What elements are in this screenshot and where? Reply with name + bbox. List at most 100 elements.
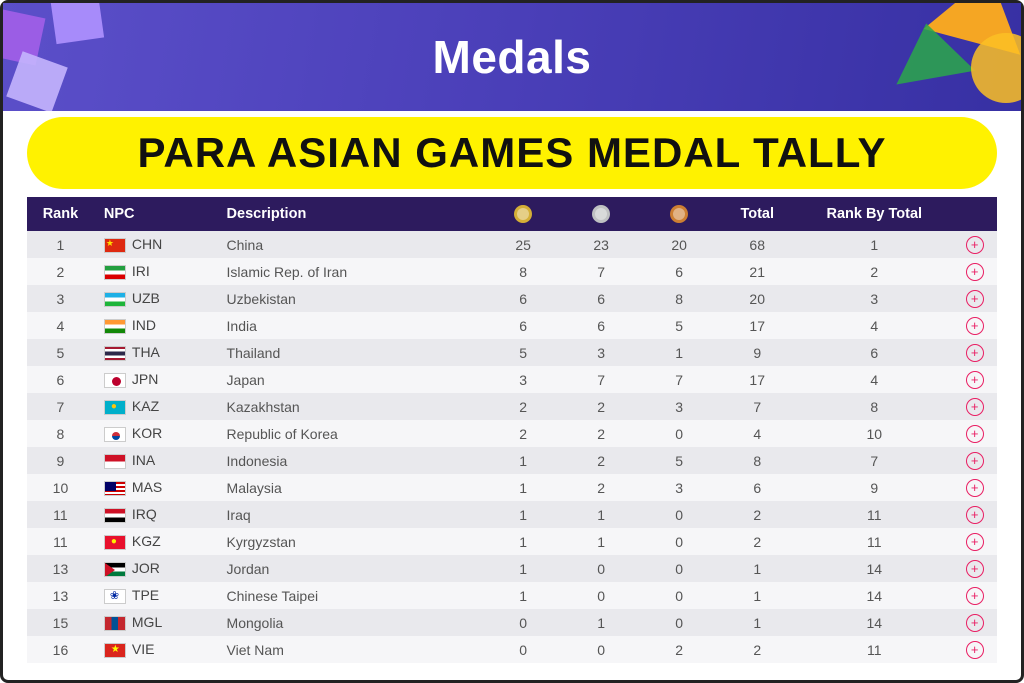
table-row: 16VIEViet Nam002211+	[27, 636, 997, 663]
cell-expand: +	[952, 582, 997, 609]
expand-row-button[interactable]: +	[966, 425, 984, 443]
cell-bronze: 0	[640, 582, 718, 609]
expand-row-button[interactable]: +	[966, 371, 984, 389]
expand-row-button[interactable]: +	[966, 614, 984, 632]
cell-gold: 8	[484, 258, 562, 285]
cell-description: Japan	[217, 366, 485, 393]
table-row: 11IRQIraq110211+	[27, 501, 997, 528]
cell-bronze: 0	[640, 420, 718, 447]
expand-row-button[interactable]: +	[966, 506, 984, 524]
col-bronze[interactable]	[640, 197, 718, 231]
table-row: 9INAIndonesia12587+	[27, 447, 997, 474]
expand-row-button[interactable]: +	[966, 533, 984, 551]
cell-total: 2	[718, 501, 796, 528]
npc-code: JOR	[132, 560, 160, 576]
npc-code: UZB	[132, 290, 160, 306]
cell-expand: +	[952, 636, 997, 663]
cell-gold: 2	[484, 393, 562, 420]
cell-gold: 0	[484, 609, 562, 636]
cell-rank-by-total: 14	[796, 609, 952, 636]
col-description[interactable]: Description	[217, 197, 485, 231]
cell-bronze: 0	[640, 501, 718, 528]
cell-bronze: 5	[640, 312, 718, 339]
table-row: 2IRIIslamic Rep. of Iran876212+	[27, 258, 997, 285]
cell-gold: 6	[484, 285, 562, 312]
expand-row-button[interactable]: +	[966, 398, 984, 416]
cell-gold: 2	[484, 420, 562, 447]
npc-code: MAS	[132, 479, 162, 495]
flag-icon	[104, 481, 126, 496]
col-total[interactable]: Total	[718, 197, 796, 231]
cell-expand: +	[952, 231, 997, 258]
cell-npc: THA	[94, 339, 217, 366]
cell-rank: 2	[27, 258, 94, 285]
cell-bronze: 6	[640, 258, 718, 285]
flag-icon	[104, 427, 126, 442]
cell-rank: 9	[27, 447, 94, 474]
cell-rank: 15	[27, 609, 94, 636]
expand-row-button[interactable]: +	[966, 560, 984, 578]
cell-npc: INA	[94, 447, 217, 474]
col-gold[interactable]	[484, 197, 562, 231]
cell-total: 20	[718, 285, 796, 312]
cell-rank: 8	[27, 420, 94, 447]
npc-code: IRI	[132, 263, 150, 279]
npc-code: JPN	[132, 371, 158, 387]
cell-npc: KOR	[94, 420, 217, 447]
col-rank-by-total[interactable]: Rank By Total	[796, 197, 952, 231]
cell-rank: 10	[27, 474, 94, 501]
cell-bronze: 0	[640, 528, 718, 555]
cell-expand: +	[952, 285, 997, 312]
cell-gold: 1	[484, 447, 562, 474]
expand-row-button[interactable]: +	[966, 263, 984, 281]
cell-description: Mongolia	[217, 609, 485, 636]
cell-bronze: 7	[640, 366, 718, 393]
cell-rank: 11	[27, 528, 94, 555]
npc-code: CHN	[132, 236, 162, 252]
expand-row-button[interactable]: +	[966, 452, 984, 470]
cell-rank-by-total: 11	[796, 528, 952, 555]
cell-total: 2	[718, 528, 796, 555]
expand-row-button[interactable]: +	[966, 344, 984, 362]
npc-code: KGZ	[132, 533, 161, 549]
cell-description: India	[217, 312, 485, 339]
cell-silver: 1	[562, 528, 640, 555]
cell-description: Indonesia	[217, 447, 485, 474]
cell-gold: 6	[484, 312, 562, 339]
cell-rank-by-total: 7	[796, 447, 952, 474]
cell-expand: +	[952, 393, 997, 420]
cell-expand: +	[952, 312, 997, 339]
expand-row-button[interactable]: +	[966, 317, 984, 335]
flag-icon	[104, 319, 126, 334]
cell-rank-by-total: 11	[796, 636, 952, 663]
col-npc[interactable]: NPC	[94, 197, 217, 231]
cell-npc: VIE	[94, 636, 217, 663]
cell-rank-by-total: 4	[796, 366, 952, 393]
table-row: 8KORRepublic of Korea220410+	[27, 420, 997, 447]
table-row: 13TPEChinese Taipei100114+	[27, 582, 997, 609]
cell-npc: JOR	[94, 555, 217, 582]
expand-row-button[interactable]: +	[966, 290, 984, 308]
expand-row-button[interactable]: +	[966, 641, 984, 659]
col-rank[interactable]: Rank	[27, 197, 94, 231]
cell-description: Thailand	[217, 339, 485, 366]
flag-icon	[104, 373, 126, 388]
col-silver[interactable]	[562, 197, 640, 231]
cell-gold: 1	[484, 528, 562, 555]
cell-expand: +	[952, 474, 997, 501]
expand-row-button[interactable]: +	[966, 587, 984, 605]
cell-rank-by-total: 14	[796, 582, 952, 609]
expand-row-button[interactable]: +	[966, 479, 984, 497]
table-row: 5THAThailand53196+	[27, 339, 997, 366]
cell-expand: +	[952, 609, 997, 636]
cell-gold: 1	[484, 555, 562, 582]
expand-row-button[interactable]: +	[966, 236, 984, 254]
cell-silver: 0	[562, 636, 640, 663]
cell-rank-by-total: 11	[796, 501, 952, 528]
flag-icon	[104, 292, 126, 307]
cell-npc: IRQ	[94, 501, 217, 528]
cell-npc: CHN	[94, 231, 217, 258]
cell-total: 21	[718, 258, 796, 285]
cell-total: 2	[718, 636, 796, 663]
cell-rank-by-total: 10	[796, 420, 952, 447]
